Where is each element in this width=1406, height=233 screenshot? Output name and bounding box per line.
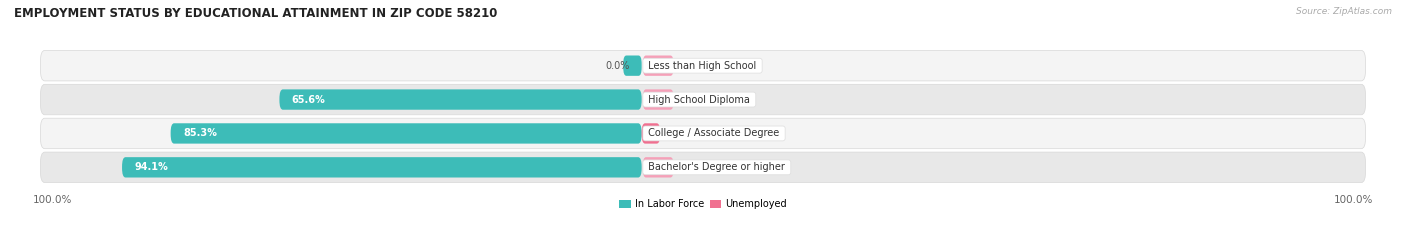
FancyBboxPatch shape: [623, 55, 641, 76]
Text: 0.0%: 0.0%: [681, 61, 706, 71]
FancyBboxPatch shape: [41, 118, 1365, 149]
FancyBboxPatch shape: [122, 157, 641, 178]
FancyBboxPatch shape: [643, 89, 673, 110]
FancyBboxPatch shape: [641, 123, 661, 144]
Text: 94.1%: 94.1%: [135, 162, 169, 172]
FancyBboxPatch shape: [41, 152, 1365, 183]
FancyBboxPatch shape: [41, 50, 1365, 81]
Legend: In Labor Force, Unemployed: In Labor Force, Unemployed: [616, 195, 790, 213]
Text: EMPLOYMENT STATUS BY EDUCATIONAL ATTAINMENT IN ZIP CODE 58210: EMPLOYMENT STATUS BY EDUCATIONAL ATTAINM…: [14, 7, 498, 20]
Text: Less than High School: Less than High School: [645, 61, 759, 71]
Text: 0.0%: 0.0%: [681, 162, 706, 172]
Text: 0.0%: 0.0%: [605, 61, 630, 71]
Text: High School Diploma: High School Diploma: [645, 95, 754, 105]
Text: 0.0%: 0.0%: [681, 95, 706, 105]
Text: College / Associate Degree: College / Associate Degree: [645, 128, 783, 138]
FancyBboxPatch shape: [643, 157, 673, 178]
FancyBboxPatch shape: [170, 123, 641, 144]
FancyBboxPatch shape: [41, 84, 1365, 115]
Text: Bachelor's Degree or higher: Bachelor's Degree or higher: [645, 162, 789, 172]
Text: 85.3%: 85.3%: [183, 128, 217, 138]
Text: 65.6%: 65.6%: [291, 95, 325, 105]
Text: Source: ZipAtlas.com: Source: ZipAtlas.com: [1296, 7, 1392, 16]
FancyBboxPatch shape: [643, 55, 673, 76]
Text: 3.4%: 3.4%: [666, 128, 690, 138]
FancyBboxPatch shape: [280, 89, 641, 110]
